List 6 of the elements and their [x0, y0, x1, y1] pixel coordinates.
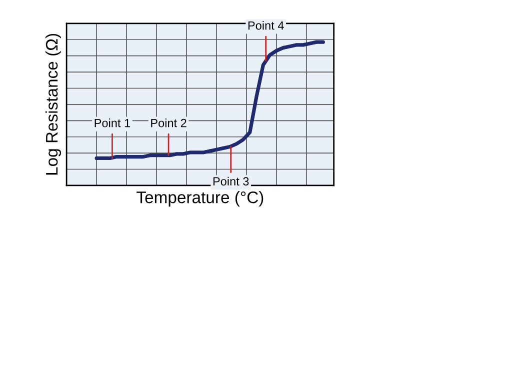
annotation: Point 1 — [94, 118, 130, 128]
text: Point 4 — [248, 21, 284, 30]
annotation: Point 2 — [151, 118, 186, 128]
annotation: Point 3 — [213, 176, 249, 186]
x-axis-title: Temperature (°C) — [136, 191, 264, 207]
y-axis-title: Log Resistance (Ω) — [45, 34, 62, 175]
